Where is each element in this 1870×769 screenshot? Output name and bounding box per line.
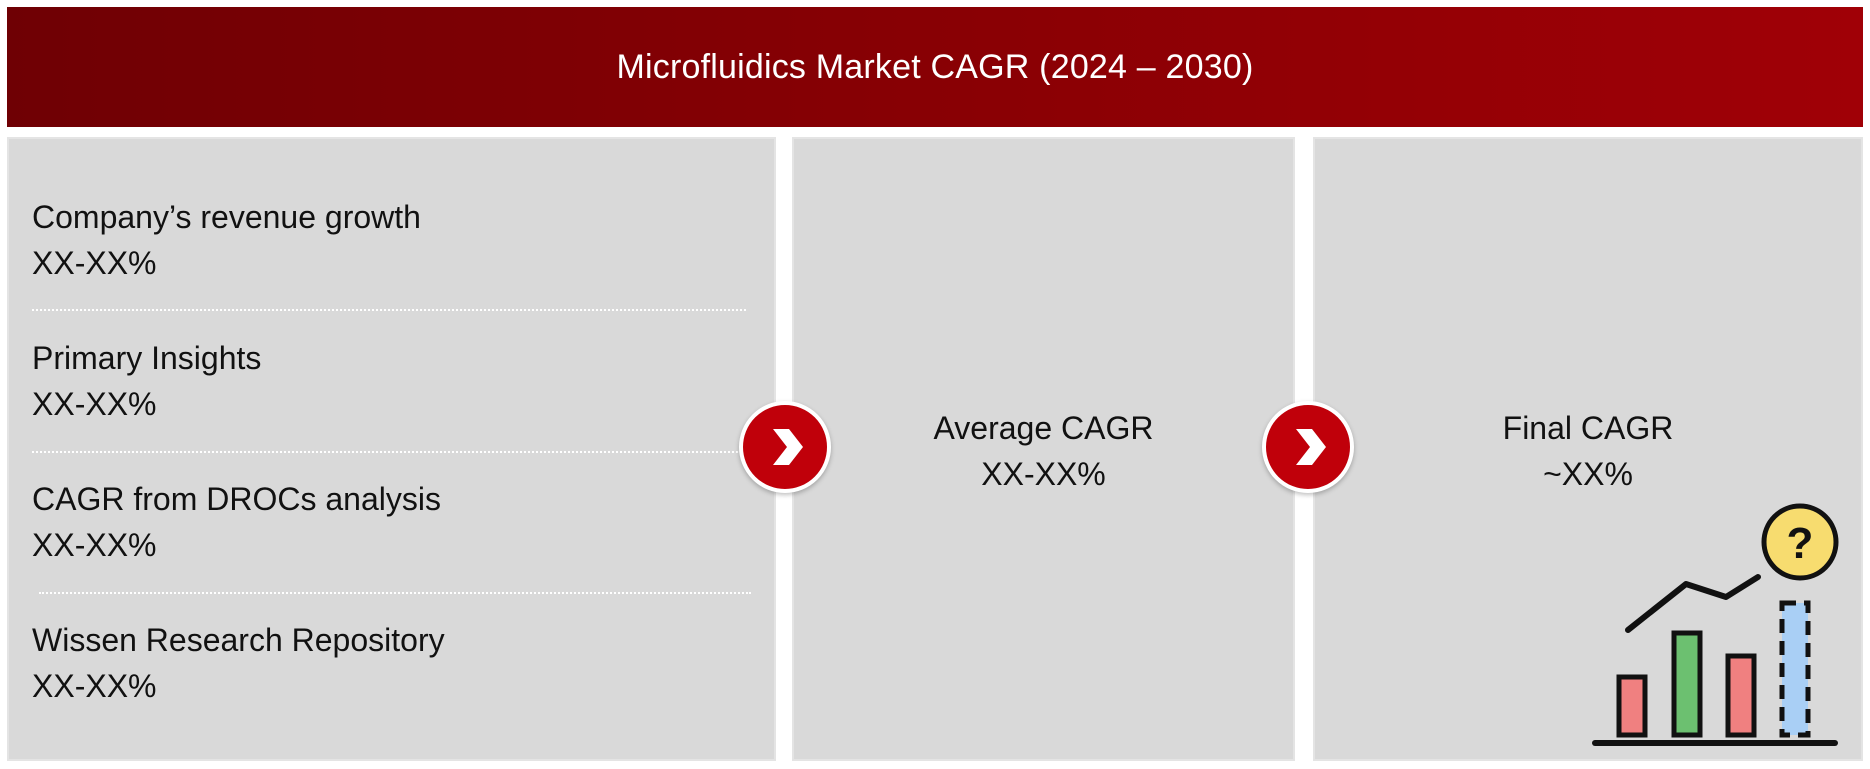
svg-text:?: ? (1787, 519, 1814, 568)
divider (32, 451, 746, 453)
chart-question-icon: ? (1592, 503, 1839, 746)
source-item-drocs-analysis: CAGR from DROCs analysis XX-XX% (32, 476, 441, 568)
average-value: XX-XX% (981, 456, 1106, 492)
divider (39, 592, 751, 594)
source-value: XX-XX% (32, 386, 157, 422)
source-item-wissen-repository: Wissen Research Repository XX-XX% (32, 617, 445, 709)
average-label: Average CAGR (933, 410, 1154, 446)
source-label: Primary Insights (32, 340, 262, 376)
chevron-right-icon (739, 401, 831, 493)
final-cagr: Final CAGR ~XX% (1315, 405, 1861, 497)
page-title: Microfluidics Market CAGR (2024 – 2030) (616, 47, 1254, 86)
sources-panel: Company’s revenue growth XX-XX% Primary … (7, 137, 776, 761)
chevron-right-icon (1262, 401, 1354, 493)
final-label: Final CAGR (1502, 410, 1674, 446)
source-item-company-revenue: Company’s revenue growth XX-XX% (32, 194, 421, 286)
source-value: XX-XX% (32, 245, 157, 281)
chevron-glyph (773, 429, 803, 465)
title-banner: Microfluidics Market CAGR (2024 – 2030) (7, 7, 1863, 127)
source-label: Wissen Research Repository (32, 622, 445, 658)
chevron-glyph (1296, 429, 1326, 465)
final-panel: Final CAGR ~XX% (1313, 137, 1863, 761)
source-value: XX-XX% (32, 668, 157, 704)
source-value: XX-XX% (32, 527, 157, 563)
average-cagr: Average CAGR XX-XX% (794, 405, 1293, 497)
source-label: Company’s revenue growth (32, 199, 421, 235)
final-value: ~XX% (1543, 456, 1633, 492)
source-item-primary-insights: Primary Insights XX-XX% (32, 335, 261, 427)
source-label: CAGR from DROCs analysis (32, 481, 441, 517)
average-panel: Average CAGR XX-XX% (792, 137, 1295, 761)
divider (32, 309, 746, 311)
